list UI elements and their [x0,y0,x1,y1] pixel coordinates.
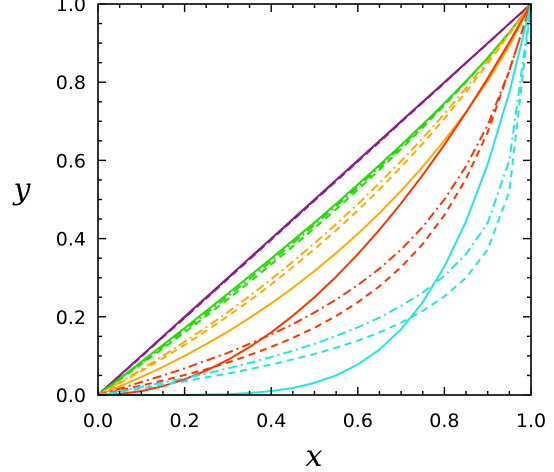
tick-label-layer: 0.0 0.2 0.4 0.6 0.8 1.0 0.0 0.2 0.4 0.6 0.8 1.0 [56,0,546,432]
tick-layer [97,3,532,396]
series-line-8 [97,3,532,396]
x-tick-label: 0.2 [169,410,199,432]
x-tick-label: 0.8 [429,410,459,432]
series-line-12 [97,3,532,396]
y-axis-label: y [12,172,32,207]
y-tick-label: 0.2 [56,307,86,329]
y-tick-label: 1.0 [56,0,86,16]
series-line-15 [97,3,532,396]
x-tick-label: 1.0 [516,410,546,432]
x-tick-label: 0.6 [343,410,373,432]
y-tick-label: 0.8 [56,72,86,94]
series-line-9 [97,3,532,396]
series-line-11 [97,3,532,396]
series-line-6 [97,3,532,396]
x-tick-label: 0.0 [83,410,113,432]
y-tick-label: 0.0 [56,385,86,407]
series-line-7 [97,3,532,396]
series-line-14 [97,3,532,396]
series-line-5 [97,3,532,396]
series-line-3 [97,3,532,396]
y-tick-label: 0.4 [56,229,86,251]
x-tick-label: 0.4 [256,410,286,432]
y-tick-label: 0.6 [56,150,86,172]
series-layer [97,3,532,396]
x-axis-label: x [306,439,323,472]
